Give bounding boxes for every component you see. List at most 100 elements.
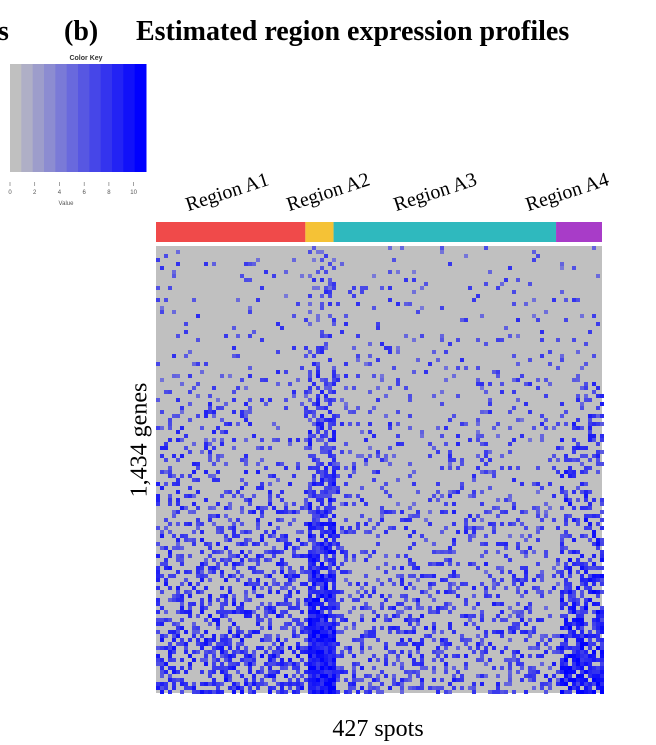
heatmap-cell <box>308 654 312 658</box>
heatmap-cell <box>312 602 316 606</box>
heatmap-cell <box>176 626 180 630</box>
heatmap-cell <box>332 258 336 262</box>
heatmap-cell <box>256 670 260 674</box>
heatmap-cell <box>484 246 488 250</box>
heatmap-cell <box>572 670 576 674</box>
heatmap-cell <box>320 674 324 678</box>
heatmap-cell <box>308 438 312 442</box>
heatmap-cell <box>600 650 604 654</box>
heatmap-cell <box>320 418 324 422</box>
heatmap-cell <box>524 590 528 594</box>
heatmap-cell <box>340 422 344 426</box>
heatmap-cell <box>176 414 180 418</box>
heatmap-cell <box>236 534 240 538</box>
heatmap-cell <box>344 550 348 554</box>
heatmap-cell <box>484 282 488 286</box>
heatmap-cell <box>176 510 180 514</box>
heatmap-cell <box>304 618 308 622</box>
heatmap-cell <box>556 646 560 650</box>
heatmap-cell <box>360 614 364 618</box>
heatmap-cell <box>432 542 436 546</box>
heatmap-cell <box>220 602 224 606</box>
heatmap-cell <box>208 514 212 518</box>
heatmap-cell <box>444 638 448 642</box>
heatmap-cell <box>432 446 436 450</box>
heatmap-cell <box>500 542 504 546</box>
heatmap-cell <box>572 590 576 594</box>
heatmap-cell <box>300 626 304 630</box>
heatmap-cell <box>212 438 216 442</box>
heatmap-cell <box>484 342 488 346</box>
heatmap-cell <box>464 666 468 670</box>
heatmap-cell <box>312 574 316 578</box>
heatmap-cell <box>552 454 556 458</box>
heatmap-cell <box>600 610 604 614</box>
heatmap-cell <box>204 470 208 474</box>
heatmap-cell <box>472 686 476 690</box>
heatmap-cell <box>360 498 364 502</box>
heatmap-cell <box>216 690 220 694</box>
heatmap-cell <box>484 390 488 394</box>
heatmap-cell <box>216 658 220 662</box>
heatmap-cell <box>300 530 304 534</box>
heatmap-cell <box>364 602 368 606</box>
heatmap-cell <box>320 614 324 618</box>
heatmap-cell <box>316 582 320 586</box>
heatmap-cell <box>432 622 436 626</box>
heatmap-cell <box>396 658 400 662</box>
heatmap-cell <box>172 354 176 358</box>
heatmap-cell <box>156 362 160 366</box>
heatmap-cell <box>512 574 516 578</box>
heatmap-cell <box>572 562 576 566</box>
heatmap-cell <box>484 630 488 634</box>
heatmap-cell <box>264 606 268 610</box>
heatmap-cell <box>556 366 560 370</box>
heatmap-cell <box>564 670 568 674</box>
heatmap-cell <box>416 662 420 666</box>
heatmap-cell <box>584 582 588 586</box>
heatmap-cell <box>288 602 292 606</box>
heatmap-cell <box>312 630 316 634</box>
heatmap-cell <box>220 670 224 674</box>
heatmap-cell <box>200 538 204 542</box>
heatmap-cell <box>332 570 336 574</box>
heatmap-cell <box>456 466 460 470</box>
heatmap-cell <box>308 686 312 690</box>
heatmap-cell <box>316 374 320 378</box>
heatmap-cell <box>580 658 584 662</box>
heatmap-cell <box>332 522 336 526</box>
heatmap-cell <box>316 518 320 522</box>
heatmap-cell <box>580 534 584 538</box>
color-key-title: Color Key <box>69 55 102 62</box>
heatmap-cell <box>340 598 344 602</box>
heatmap-cell <box>580 666 584 670</box>
heatmap-cell <box>208 402 212 406</box>
heatmap-cell <box>332 446 336 450</box>
heatmap-cell <box>176 482 180 486</box>
heatmap-cell <box>300 674 304 678</box>
heatmap-cell <box>520 662 524 666</box>
heatmap-cell <box>200 642 204 646</box>
heatmap-cell <box>600 526 604 530</box>
heatmap-cell <box>160 534 164 538</box>
heatmap-cell <box>576 690 580 694</box>
heatmap-cell <box>592 390 596 394</box>
heatmap-cell <box>252 654 256 658</box>
heatmap-cell <box>336 590 340 594</box>
heatmap-cell <box>480 490 484 494</box>
heatmap-cell <box>208 566 212 570</box>
heatmap-cell <box>576 446 580 450</box>
heatmap-cell <box>268 622 272 626</box>
heatmap-cell <box>196 362 200 366</box>
heatmap-cell <box>312 658 316 662</box>
heatmap-cell <box>540 654 544 658</box>
heatmap-cell <box>544 394 548 398</box>
heatmap-cell <box>412 370 416 374</box>
heatmap-cell <box>316 470 320 474</box>
heatmap-cell <box>292 650 296 654</box>
heatmap-cell <box>276 690 280 694</box>
heatmap-cell <box>500 454 504 458</box>
heatmap-cell <box>476 438 480 442</box>
heatmap-cell <box>328 282 332 286</box>
heatmap-cell <box>344 554 348 558</box>
